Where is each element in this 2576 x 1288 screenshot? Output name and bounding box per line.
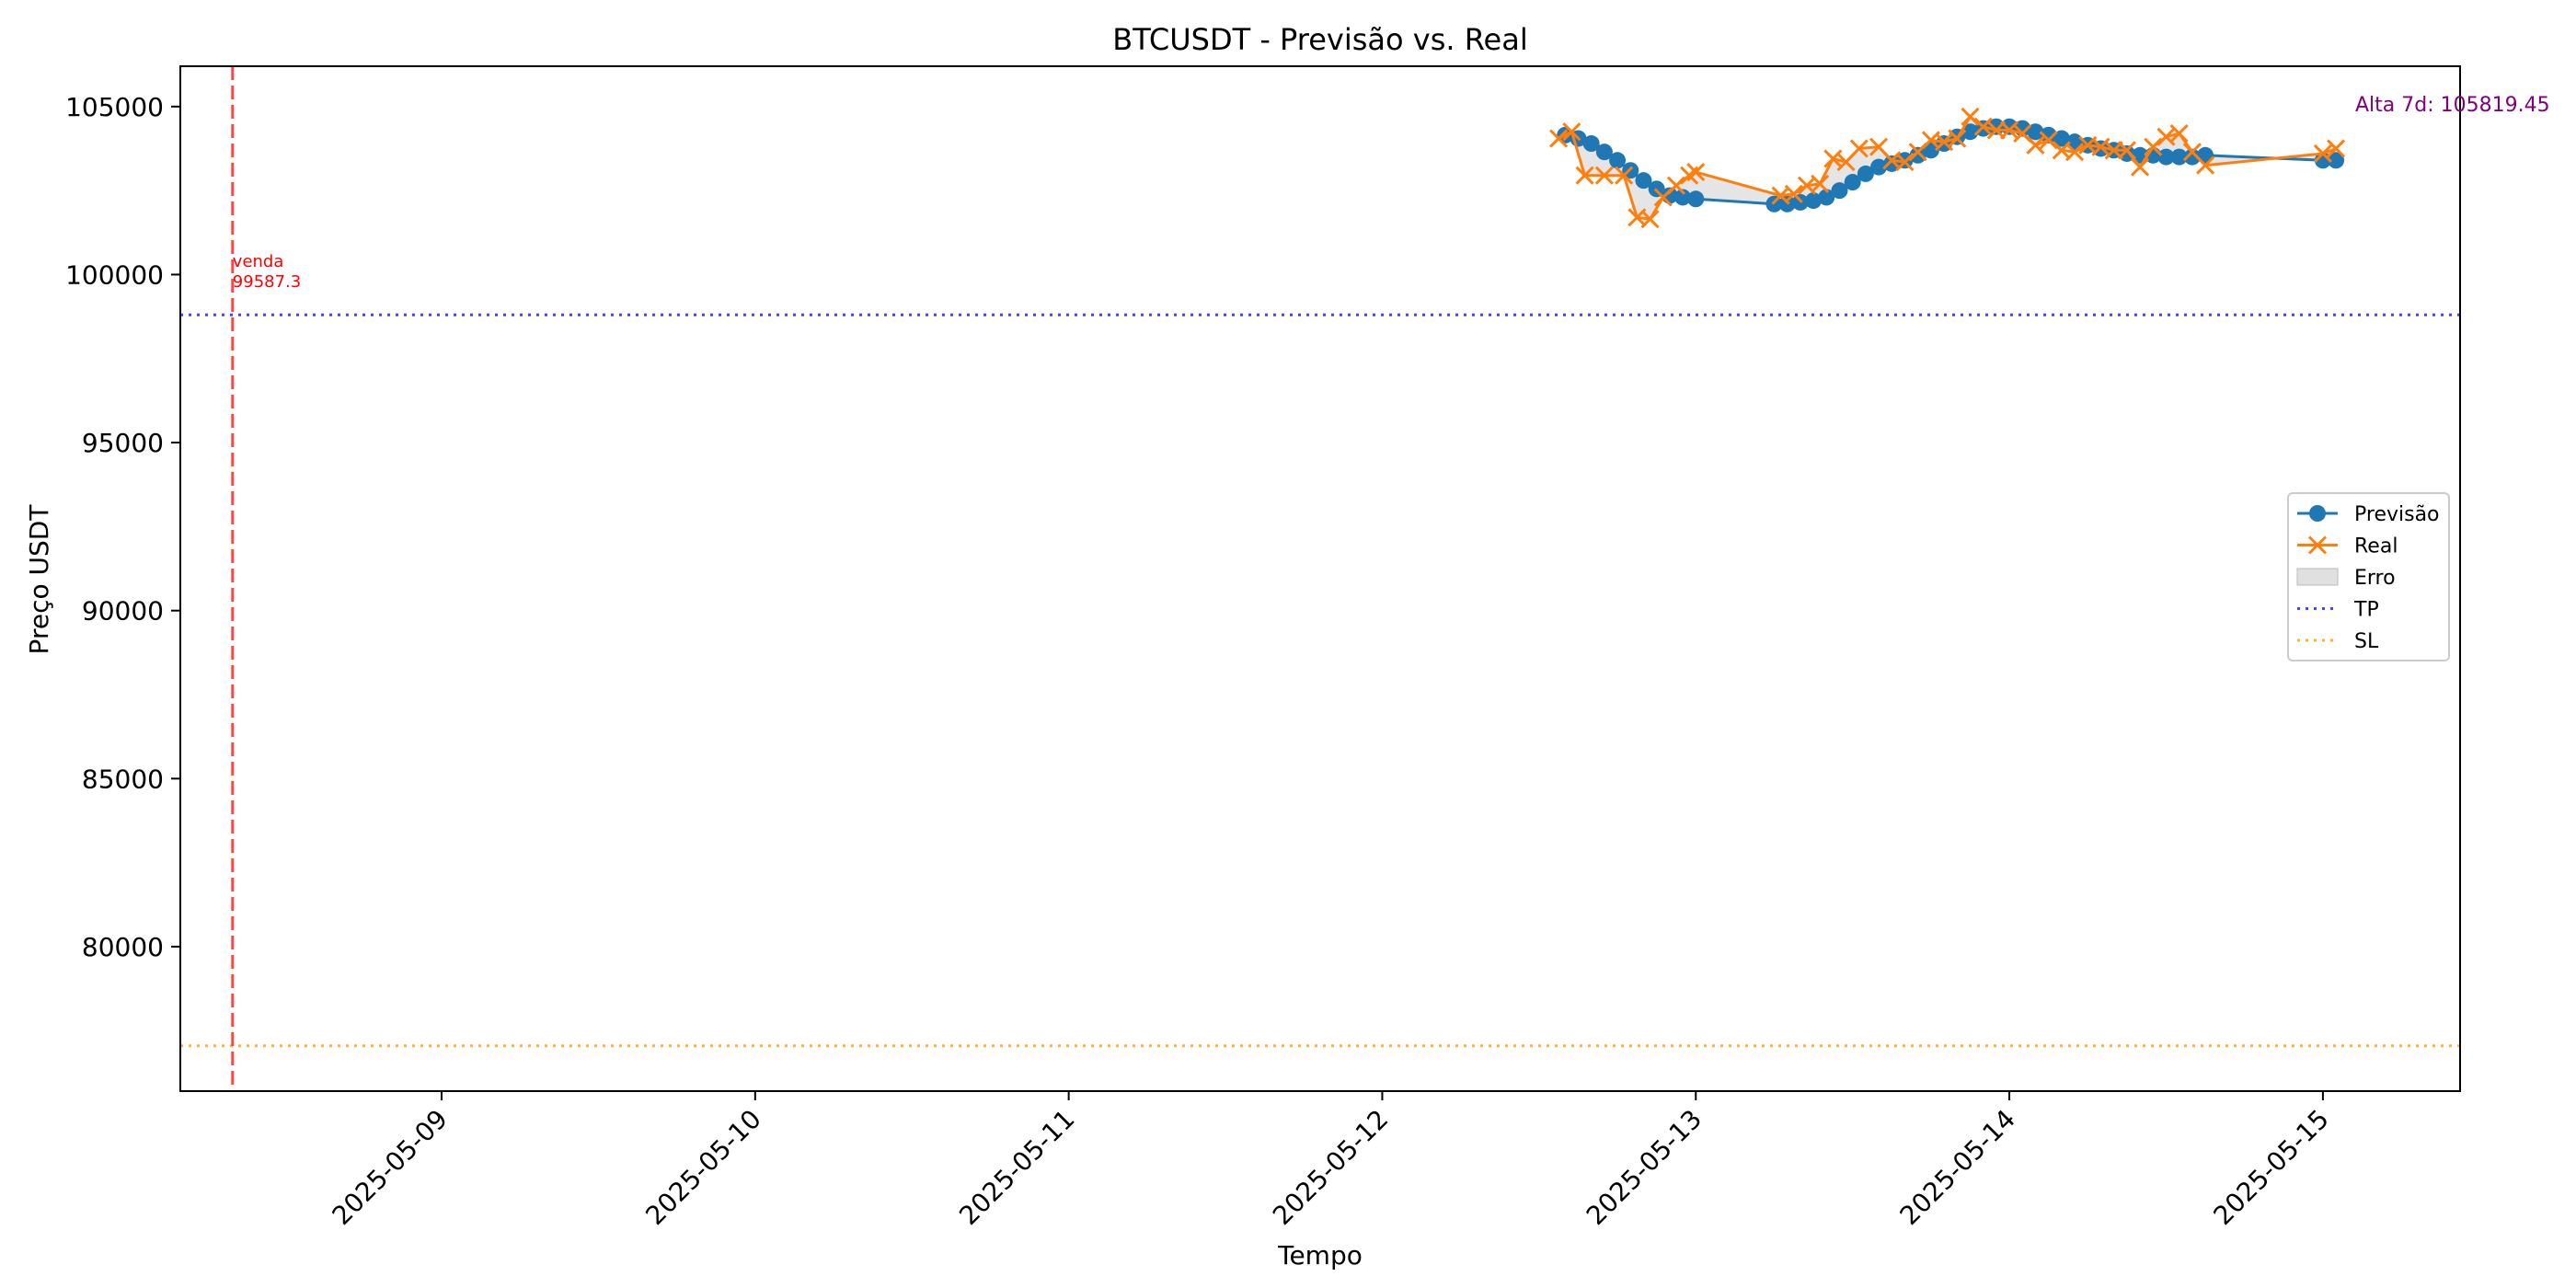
y-tick-label: 80000 bbox=[82, 932, 164, 962]
point-real bbox=[2065, 143, 2085, 162]
point-previsao bbox=[2053, 130, 2070, 147]
y-tick-label: 90000 bbox=[82, 596, 164, 627]
point-real bbox=[1594, 166, 1614, 185]
legend-item-previsao[interactable]: Previsão bbox=[2297, 503, 2440, 526]
y-tick-label: 100000 bbox=[65, 259, 164, 290]
legend-item-tp[interactable]: TP bbox=[2297, 599, 2379, 622]
point-real bbox=[1575, 166, 1594, 185]
legend[interactable]: Previsão Real Erro TP SL bbox=[2287, 492, 2450, 661]
y-axis-title: Preço USDT bbox=[24, 504, 54, 655]
legend-box bbox=[2287, 492, 2450, 661]
point-previsao bbox=[1609, 152, 1627, 169]
point-previsao bbox=[1857, 165, 1874, 182]
point-real bbox=[1811, 174, 1830, 193]
plot-frame bbox=[179, 65, 2461, 1092]
plot-area bbox=[180, 66, 2460, 1091]
point-real bbox=[1562, 122, 1581, 142]
chart-title: BTCUSDT - Previsão vs. Real bbox=[1112, 22, 1527, 57]
y-tick-label: 105000 bbox=[65, 92, 164, 122]
annotation-alta-7d: Alta 7d: 105819.45 bbox=[2355, 94, 2550, 117]
point-real bbox=[2039, 131, 2058, 150]
point-real bbox=[1849, 139, 1869, 158]
point-real bbox=[2117, 141, 2136, 160]
point-real bbox=[1640, 210, 1660, 229]
error-band bbox=[1558, 116, 2337, 220]
point-previsao bbox=[1870, 158, 1888, 176]
point-previsao bbox=[1831, 182, 1848, 200]
point-previsao bbox=[1818, 189, 1835, 206]
point-previsao bbox=[1805, 192, 1823, 210]
point-real bbox=[2144, 137, 2163, 156]
point-previsao bbox=[2170, 148, 2188, 166]
legend-label: TP bbox=[2353, 599, 2379, 622]
point-previsao bbox=[1844, 174, 1861, 191]
point-real bbox=[1961, 107, 1980, 126]
point-previsao bbox=[2157, 148, 2175, 166]
point-previsao bbox=[2328, 152, 2345, 169]
point-real bbox=[1549, 129, 1569, 148]
point-previsao bbox=[1961, 123, 1979, 141]
point-real bbox=[2313, 144, 2332, 164]
legend-item-sl[interactable]: SL bbox=[2297, 630, 2379, 653]
point-previsao bbox=[2027, 123, 2044, 141]
legend-label: Real bbox=[2354, 535, 2398, 558]
point-previsao bbox=[2183, 148, 2201, 166]
point-previsao bbox=[1687, 190, 1705, 208]
point-real bbox=[1686, 162, 1706, 182]
point-real bbox=[1948, 129, 1967, 148]
annotations: venda 99587.3 Alta 7d: 105819.45 bbox=[233, 94, 2550, 292]
legend-label: SL bbox=[2354, 630, 2379, 653]
y-tick-label: 85000 bbox=[82, 764, 164, 794]
point-previsao bbox=[1674, 189, 1692, 206]
point-real bbox=[2169, 123, 2189, 144]
point-real bbox=[2327, 139, 2346, 158]
point-real bbox=[1666, 176, 1686, 195]
legend-item-real[interactable]: Real bbox=[2297, 535, 2398, 558]
point-previsao bbox=[1582, 135, 1600, 153]
legend-item-erro[interactable]: Erro bbox=[2296, 567, 2396, 590]
legend-label: Previsão bbox=[2354, 503, 2440, 526]
point-real bbox=[2026, 135, 2045, 155]
legend-label: Erro bbox=[2354, 567, 2396, 590]
point-previsao bbox=[1595, 144, 1613, 161]
point-real bbox=[1986, 121, 2006, 140]
y-tick-label: 95000 bbox=[82, 428, 164, 458]
x-axis-title: Tempo bbox=[1277, 1240, 1363, 1271]
point-real bbox=[1784, 184, 1803, 203]
point-real bbox=[1895, 153, 1915, 172]
annotation-venda: venda 99587.3 bbox=[233, 252, 301, 292]
point-real bbox=[2131, 157, 2150, 177]
point-real bbox=[2104, 141, 2123, 160]
point-previsao bbox=[1909, 146, 1926, 164]
point-previsao bbox=[2040, 126, 2057, 144]
point-real bbox=[1615, 166, 1634, 185]
point-previsao bbox=[1635, 172, 1652, 190]
point-real bbox=[2196, 155, 2215, 175]
